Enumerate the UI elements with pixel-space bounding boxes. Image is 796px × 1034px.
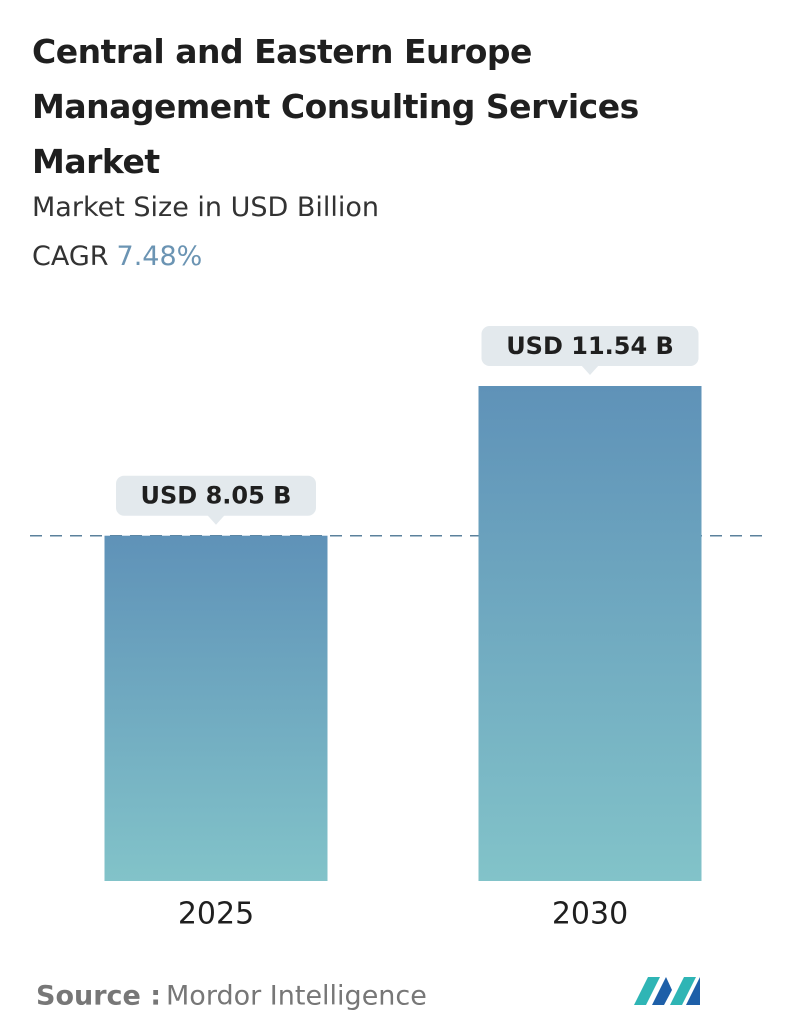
value-label-box bbox=[481, 326, 699, 366]
value-label-pointer bbox=[207, 514, 225, 525]
bar bbox=[104, 535, 328, 881]
value-label-box bbox=[116, 475, 316, 516]
value-label-pointer bbox=[581, 365, 599, 375]
x-tick-label: 2025 bbox=[178, 897, 254, 932]
x-tick-label: 2030 bbox=[552, 897, 628, 932]
value-label: USD 8.05 B bbox=[141, 482, 292, 510]
source-label: Source : bbox=[36, 981, 161, 1012]
cagr-label: CAGR bbox=[32, 241, 109, 272]
bar bbox=[478, 386, 702, 881]
source-text: Mordor Intelligence bbox=[166, 981, 427, 1012]
cagr-value: 7.48% bbox=[116, 241, 203, 272]
logo bbox=[634, 977, 700, 1005]
chart-subtitle: Market Size in USD Billion bbox=[32, 192, 380, 223]
chart-title: Central and Eastern Europe Management Co… bbox=[32, 32, 639, 181]
cagr: CAGR 7.48% bbox=[32, 241, 202, 272]
value-label: USD 11.54 B bbox=[506, 332, 674, 360]
